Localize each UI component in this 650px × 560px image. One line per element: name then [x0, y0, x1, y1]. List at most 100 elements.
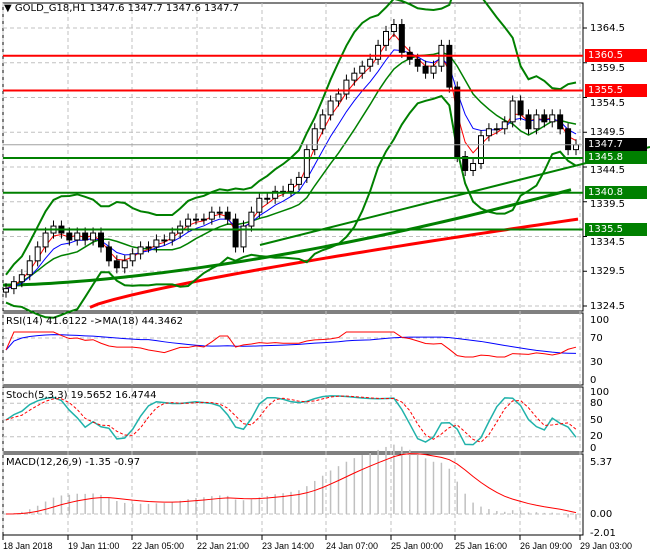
stoch-tick-label: 20: [590, 431, 603, 443]
candle-body: [90, 232, 97, 241]
symbol-label: GOLD_G18,H1: [14, 3, 87, 14]
level-label: 1340.8: [585, 186, 647, 200]
candle-body: [525, 114, 532, 130]
candle-body: [359, 65, 366, 74]
time-label: 29 Jan 03:00: [580, 541, 633, 551]
time-label: 18 Jan 2018: [3, 541, 53, 551]
candle-body: [169, 232, 176, 241]
level-label: 1355.5: [585, 84, 647, 98]
candle-body: [390, 24, 397, 32]
time-label: 22 Jan 05:00: [132, 541, 185, 551]
candle-body: [42, 232, 49, 248]
candle-body: [343, 79, 350, 95]
candle-body: [493, 128, 500, 131]
candle-body: [311, 128, 318, 151]
candle-body: [18, 274, 25, 283]
candle-body: [327, 100, 334, 116]
candle-body: [10, 281, 17, 290]
candle-body: [470, 163, 477, 171]
macd-tick-label: -2.01: [590, 527, 616, 539]
candle-body: [478, 135, 484, 165]
time-label: 26 Jan 09:00: [520, 541, 573, 551]
candle-body: [541, 114, 548, 123]
candle-body: [34, 246, 41, 262]
rsi-tick-label: 0: [590, 374, 597, 386]
candle-body: [153, 239, 160, 248]
candle-body: [557, 114, 564, 130]
candle-body: [113, 260, 120, 269]
triangle-down-icon[interactable]: ▼: [4, 3, 12, 14]
macd-title: MACD(12,26,9) -1.35 -0.97: [6, 457, 141, 468]
candle-body: [295, 176, 302, 185]
bollinger-lower: [5, 94, 577, 319]
price-tick-label: 1354.5: [590, 98, 625, 109]
candle-body: [208, 211, 215, 220]
rsi-tick-label: 70: [590, 332, 603, 344]
candle-body: [240, 225, 247, 248]
candle-body: [256, 197, 263, 213]
candle-body: [98, 232, 104, 248]
candle-body: [66, 232, 73, 241]
candle-body: [200, 218, 207, 221]
candle-body: [145, 246, 152, 249]
stoch-tick-label: 50: [590, 414, 603, 426]
stoch-tick-label: 0: [590, 442, 597, 454]
time-label: 25 Jan 00:00: [391, 541, 444, 551]
candle-body: [383, 30, 389, 46]
candle-body: [161, 239, 168, 242]
candle-body: [446, 44, 453, 88]
candle-body: [105, 246, 112, 262]
candle-body: [224, 211, 231, 220]
candle-body: [248, 211, 255, 227]
stoch-tick-label: 100: [590, 386, 610, 398]
candle-body: [319, 114, 326, 130]
candle-body: [129, 253, 136, 262]
ema-fast: [5, 33, 577, 290]
rsi-line: [5, 331, 577, 358]
candle-body: [82, 232, 89, 241]
candle-body: [565, 128, 572, 151]
macd-signal-line: [5, 453, 577, 515]
price-tick-label: 1334.5: [590, 237, 625, 248]
candle-body: [375, 44, 382, 60]
price-tick-label: 1324.5: [590, 300, 625, 312]
time-label: 19 Jan 11:00: [68, 541, 120, 551]
candle-body: [430, 65, 437, 74]
candle-body: [462, 156, 469, 171]
time-label: 25 Jan 16:00: [455, 541, 508, 551]
candle-body: [26, 260, 33, 276]
candle-body: [74, 232, 81, 241]
price-tick-label: 1359.5: [590, 63, 625, 75]
candle-body: [264, 197, 271, 200]
candle-body: [232, 218, 239, 248]
level-label: 1335.5: [585, 223, 647, 237]
level-label: 1360.5: [585, 49, 647, 63]
rsi-tick-label: 30: [590, 356, 603, 368]
candle-body: [414, 58, 421, 67]
current-price-label: 1347.7: [585, 138, 647, 152]
ohlc-values: 1347.6 1347.7 1347.6 1347.7: [89, 3, 240, 14]
candle-body: [501, 121, 508, 130]
candle-body: [549, 114, 556, 123]
price-tick-label: 1344.5: [590, 164, 625, 176]
rsi-ma-line: [5, 334, 577, 354]
ma-red-line: [89, 217, 579, 309]
price-tick-label: 1339.5: [590, 199, 625, 211]
time-label: 22 Jan 21:00: [197, 541, 250, 551]
ma-green-line: [2, 188, 572, 287]
level-label: 1345.8: [585, 151, 647, 165]
chart-header: ▼ GOLD_G18,H1 1347.6 1347.7 1347.6 1347.…: [4, 3, 239, 15]
time-label: 24 Jan 07:00: [326, 541, 379, 551]
candle-body: [398, 24, 405, 53]
price-tick-label: 1349.5: [590, 126, 625, 138]
candle-body: [422, 65, 429, 74]
rsi-title: RSI(14) 41.6122 ->MA(18) 44.3462: [6, 316, 183, 327]
candle-body: [288, 183, 294, 192]
candle-body: [216, 211, 223, 214]
candle-body: [367, 58, 374, 67]
candle-body: [3, 288, 9, 293]
candle-body: [485, 128, 492, 137]
candle-body: [533, 114, 540, 130]
candle-body: [193, 218, 199, 221]
